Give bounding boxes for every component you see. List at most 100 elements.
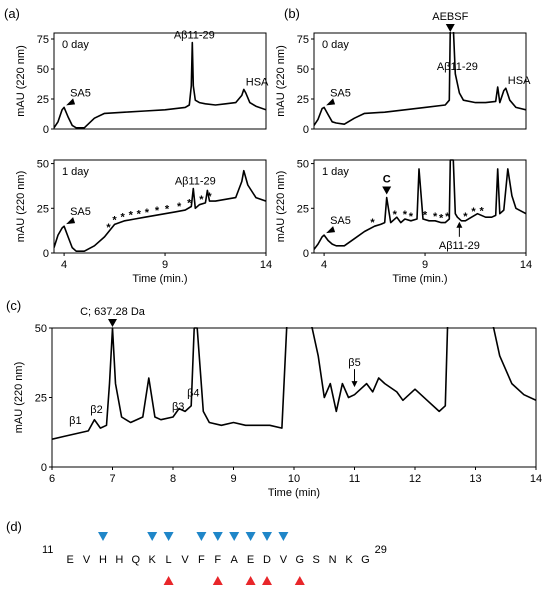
panel-4-ann-0-marker <box>108 319 117 327</box>
panel-0-ann-1-text: Aβ11-29 <box>174 30 215 42</box>
panel-1-ytick-label-2: 50 <box>37 159 49 171</box>
panel-0-ytick-label-3: 75 <box>37 34 49 46</box>
panel-d-red-marker-3 <box>262 576 272 585</box>
panel-3-star-10: * <box>479 205 484 217</box>
panel-1-star-5: * <box>145 207 150 219</box>
panel-1-series-label: 1 day <box>62 166 89 178</box>
panel-d-residue-0: E <box>67 554 74 566</box>
panel-d-residue-1: V <box>83 554 91 566</box>
panel-1-star-4: * <box>137 208 142 220</box>
panel-0-ylabel: mAU (220 nm) <box>15 45 27 117</box>
panel-1-xtick-label-0: 4 <box>61 259 67 271</box>
panel-2-ann-1-marker <box>326 98 336 106</box>
panel-1-trace <box>54 169 266 252</box>
panel-3-star-2: * <box>403 209 408 221</box>
panel-1-xtick-label-2: 14 <box>260 259 272 271</box>
panel-d-residue-2: H <box>99 554 107 566</box>
panel-4-ann-0-text: C; 637.28 Da <box>80 306 146 318</box>
panel-3-star-0: * <box>370 217 375 229</box>
panel-d-residue-7: V <box>181 554 189 566</box>
panel-2-ann-0-marker <box>445 24 455 32</box>
panel-d-blue-marker-7 <box>262 532 272 541</box>
panel-1-ann-0-marker <box>66 217 76 225</box>
panel-d-residue-17: K <box>345 554 353 566</box>
panel-0-series-label: 0 day <box>62 39 89 51</box>
panel-1-ytick-label-0: 0 <box>43 248 49 260</box>
panel-1-star-9: * <box>187 198 192 210</box>
panel-4-xtick-label-8: 14 <box>530 473 542 485</box>
panel-3-xtick-label-0: 4 <box>321 259 327 271</box>
panel-d-blue-marker-3 <box>196 532 207 541</box>
panel-0-ann-0-marker <box>66 98 76 106</box>
panel-d-residue-9: F <box>214 554 221 566</box>
panel-d-red-marker-4 <box>294 576 305 585</box>
panel-1-star-11: * <box>207 191 212 203</box>
panel-3-ann-1-marker <box>326 226 336 234</box>
panel-2-ytick-label-2: 50 <box>297 64 309 76</box>
panel-d-residue-15: S <box>313 554 320 566</box>
panel-2-ytick-label-0: 0 <box>303 124 309 136</box>
panel-4-xtick-label-0: 6 <box>49 473 55 485</box>
panel-3-xlabel: Time (min.) <box>392 273 447 285</box>
panel-2-ann-3-text: HSA <box>508 75 531 87</box>
panel-4-label: (c) <box>6 298 21 313</box>
panel-4-xtick-label-3: 9 <box>230 473 236 485</box>
panel-1-ann-1-text: Aβ11-29 <box>175 176 216 188</box>
panel-2-ytick-label-3: 75 <box>297 34 309 46</box>
panel-2-ann-1-text: SA5 <box>330 87 351 99</box>
panel-4-ann-3-text: β3 <box>172 401 184 413</box>
panel-4-ann-4-text: β4 <box>187 387 199 399</box>
panel-1-ytick-label-1: 25 <box>37 203 49 215</box>
panel-0-ann-0-text: SA5 <box>70 87 91 99</box>
panel-1-star-3: * <box>129 210 134 222</box>
panel-1-ylabel: mAU (220 nm) <box>15 171 27 243</box>
panel-4-ytick-label-2: 50 <box>35 323 47 335</box>
panel-d-red-marker-1 <box>212 576 223 585</box>
panel-d-blue-marker-2 <box>163 532 174 541</box>
panel-d-blue-marker-8 <box>278 532 289 541</box>
panel-1-frame <box>53 159 267 254</box>
panel-2-label: (b) <box>284 6 300 21</box>
panel-3-ann-2-text: Aβ11-29 <box>439 240 480 252</box>
panel-d-blue-marker-5 <box>229 532 240 541</box>
panel-3-ytick-label-0: 0 <box>303 248 309 260</box>
panel-4-xtick-label-4: 10 <box>288 473 300 485</box>
panel-1-star-0: * <box>106 222 111 234</box>
panel-2-frame <box>313 32 527 130</box>
panel-d-residue-4: Q <box>132 554 141 566</box>
panel-1-xlabel: Time (min.) <box>132 273 187 285</box>
panel-d-blue-marker-4 <box>212 532 223 541</box>
panel-3-ylabel: mAU (220 nm) <box>275 171 287 243</box>
panel-0-frame <box>53 32 267 130</box>
panel-d-residue-12: D <box>263 554 271 566</box>
panel-d-residue-14: G <box>296 554 305 566</box>
panel-2-ann-2-text: Aβ11-29 <box>437 61 478 73</box>
panel-4-xlabel: Time (min) <box>268 487 320 499</box>
panel-2-ylabel: mAU (220 nm) <box>275 45 287 117</box>
panel-d-residue-5: K <box>149 554 157 566</box>
panel-4-ytick-label-1: 25 <box>35 393 47 405</box>
panel-3-xtick-label-1: 9 <box>422 259 428 271</box>
panel-4-xtick-label-1: 7 <box>109 473 115 485</box>
panel-d-residue-8: F <box>198 554 205 566</box>
panel-1-star-1: * <box>112 214 117 226</box>
panel-4-ann-1-text: β1 <box>69 415 81 427</box>
panel-d-residue-16: N <box>329 554 337 566</box>
panel-3-star-3: * <box>409 211 414 223</box>
panel-3-ann-0-text: C <box>383 174 391 186</box>
panel-3-star-1: * <box>393 209 398 221</box>
panel-3-star-6: * <box>439 213 444 225</box>
panel-3-star-5: * <box>433 211 438 223</box>
panel-d-blue-marker-6 <box>245 532 256 541</box>
panel-4-xtick-label-5: 11 <box>349 473 360 485</box>
panel-3-ytick-label-2: 50 <box>297 159 309 171</box>
panel-1-star-2: * <box>121 212 126 224</box>
panel-d-residue-3: H <box>115 554 123 566</box>
panel-4-xtick-label-2: 8 <box>170 473 176 485</box>
panel-d-residue-18: G <box>361 554 370 566</box>
panel-2-ann-0-text: AEBSF <box>432 11 468 23</box>
panel-1-star-6: * <box>155 205 160 217</box>
panel-2-series-label: 0 day <box>322 39 349 51</box>
panel-3-ann-2-marker <box>456 221 463 228</box>
panel-0-label: (a) <box>4 6 20 21</box>
